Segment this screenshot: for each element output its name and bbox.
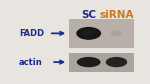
Text: siRNA: siRNA	[99, 10, 134, 20]
Ellipse shape	[106, 57, 127, 67]
Text: FADD: FADD	[19, 29, 44, 38]
Text: actin: actin	[19, 58, 42, 67]
Ellipse shape	[76, 27, 101, 40]
Bar	[69, 19, 134, 48]
Ellipse shape	[82, 30, 93, 35]
Bar	[69, 53, 134, 72]
Text: SC: SC	[81, 10, 96, 20]
Ellipse shape	[77, 57, 101, 67]
Ellipse shape	[111, 30, 122, 37]
